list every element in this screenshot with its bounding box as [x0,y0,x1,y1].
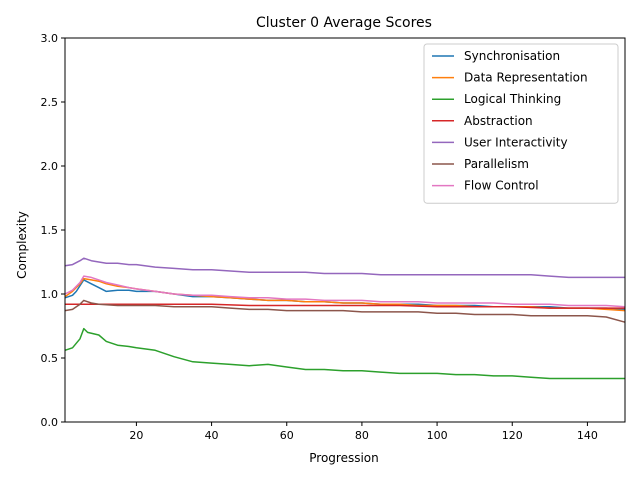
y-tick-label: 1.5 [41,224,59,237]
x-axis-label: Progression [309,451,379,465]
series-line-parallelism [64,299,626,323]
series-line-logical-thinking [64,327,625,380]
plot-lines [64,257,626,380]
y-axis: 0.0 0.5 1.0 1.5 2.0 2.5 3.0 [41,32,65,429]
y-tick-label: 0.5 [41,352,59,365]
legend-label: Data Representation [464,71,588,85]
y-axis-label: Complexity [15,211,29,279]
x-axis: 20 40 60 80 100 120 140 [129,422,598,442]
x-tick-label: 80 [355,429,369,442]
legend-label: Logical Thinking [464,92,561,106]
y-tick-label: 0.0 [41,416,59,429]
legend: Synchronisation Data Representation Logica… [423,43,619,204]
legend-label: Flow Control [464,179,539,193]
series-line-flow-control [64,275,626,308]
legend-box [423,43,619,204]
x-tick-label: 20 [129,429,143,442]
chart-title: Cluster 0 Average Scores [256,15,432,31]
series-line-user-interactivity [64,257,625,279]
legend-label: Parallelism [464,157,529,171]
legend-label: User Interactivity [464,135,568,149]
y-tick-label: 3.0 [41,32,59,45]
x-tick-label: 100 [427,429,448,442]
y-tick-label: 1.0 [41,288,59,301]
x-tick-label: 140 [577,429,598,442]
x-tick-label: 60 [280,429,294,442]
legend-label: Abstraction [464,114,533,128]
x-tick-label: 120 [502,429,523,442]
legend-label: Synchronisation [464,49,560,63]
x-tick-label: 40 [205,429,219,442]
y-tick-label: 2.0 [41,160,59,173]
y-tick-label: 2.5 [41,96,59,109]
series-line-abstraction [65,303,625,309]
